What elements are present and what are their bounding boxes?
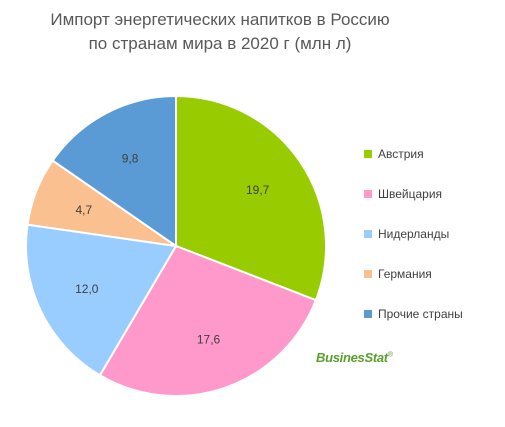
legend-swatch-0 [364,150,372,158]
data-label-0: 19,7 [246,183,270,197]
legend-item-4: Прочие страны [364,294,463,334]
legend-item-3: Германия [364,254,463,294]
data-label-2: 12,0 [75,282,99,296]
data-label-4: 9,8 [122,151,139,165]
chart-legend: Австрия Швейцария Нидерланды Германия Прочие… [364,134,463,334]
legend-label-3: Германия [378,267,432,281]
chart-title: Импорт энергетических напитков в Россию … [0,8,440,56]
legend-swatch-2 [364,230,372,238]
logo-registered-mark: ® [387,351,393,359]
legend-label-0: Австрия [378,147,424,161]
legend-label-4: Прочие страны [378,307,463,321]
data-label-1: 17,6 [197,333,221,347]
legend-label-1: Швейцария [378,187,443,201]
legend-swatch-4 [364,310,372,318]
pie-slice-2 [25,223,178,377]
pie-slice-1 [98,244,318,397]
chart-title-line-1: Импорт энергетических напитков в Россию [50,10,390,29]
chart-title-line-2: по странам мира в 2020 г (млн л) [88,34,352,53]
legend-swatch-3 [364,270,372,278]
logo-text: BusinesStat [316,350,388,365]
pie-slice-0 [175,94,327,302]
legend-item-1: Швейцария [364,174,463,214]
data-label-3: 4,7 [76,203,93,217]
legend-swatch-1 [364,190,372,198]
pie-slice-4 [51,94,177,248]
legend-label-2: Нидерланды [378,227,450,241]
legend-item-2: Нидерланды [364,214,463,254]
legend-item-0: Австрия [364,134,463,174]
businesstat-logo: BusinesStat® [316,350,393,365]
